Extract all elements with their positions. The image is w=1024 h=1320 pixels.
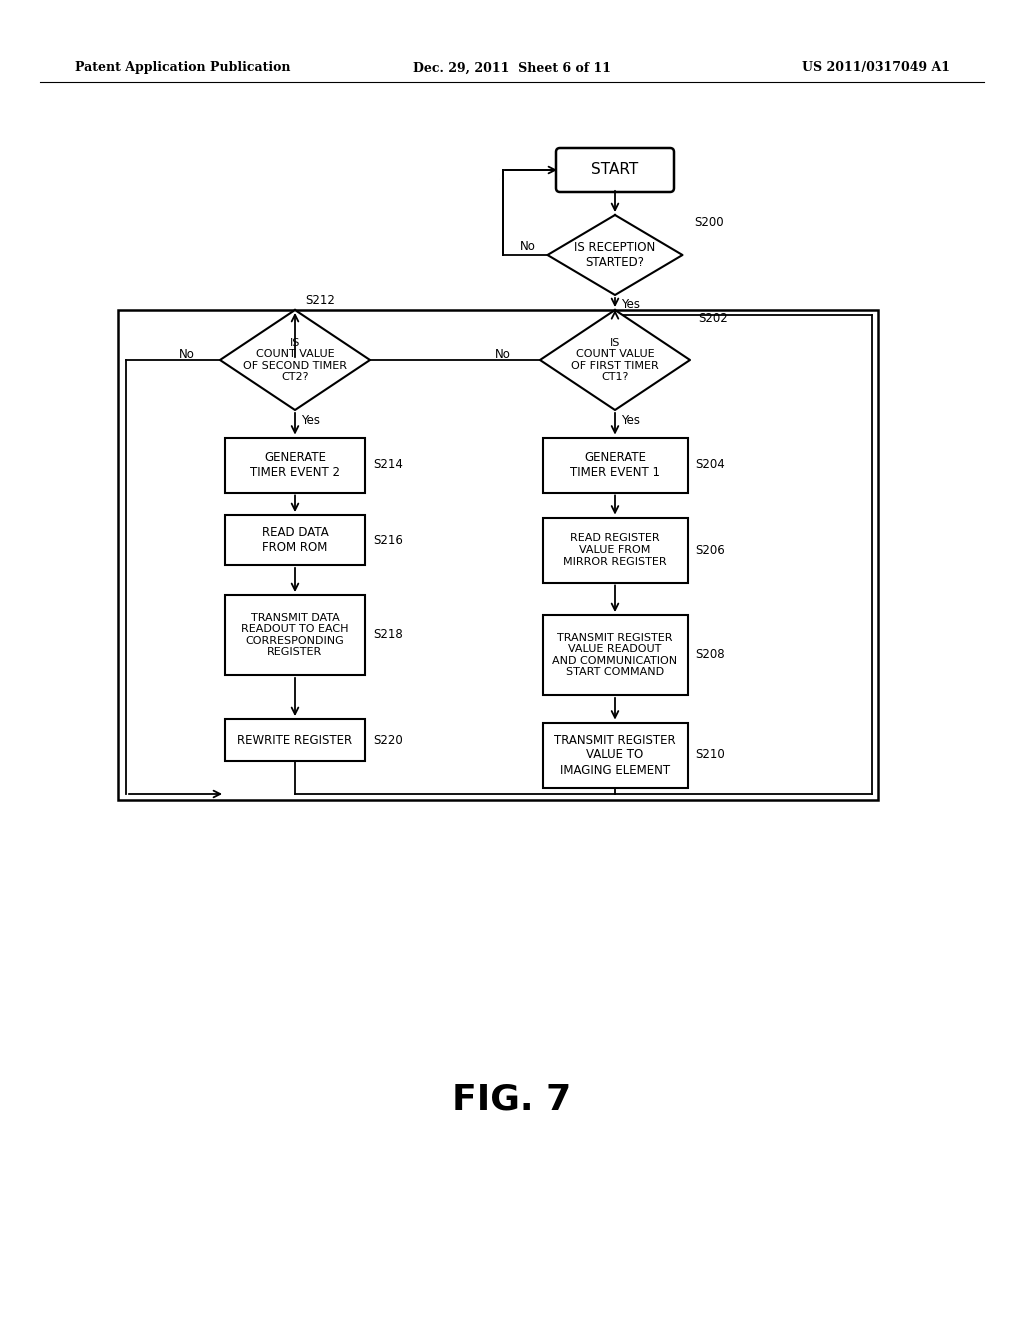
Text: TRANSMIT REGISTER
VALUE TO
IMAGING ELEMENT: TRANSMIT REGISTER VALUE TO IMAGING ELEME… — [554, 734, 676, 776]
Text: Yes: Yes — [621, 413, 640, 426]
Text: S204: S204 — [695, 458, 725, 471]
Text: No: No — [519, 240, 536, 253]
Bar — [543, 722, 687, 788]
Text: US 2011/0317049 A1: US 2011/0317049 A1 — [802, 62, 950, 74]
Text: S208: S208 — [695, 648, 725, 661]
Bar — [543, 517, 687, 582]
Text: READ DATA
FROM ROM: READ DATA FROM ROM — [261, 525, 329, 554]
Bar — [225, 595, 365, 675]
Bar — [543, 615, 687, 696]
Text: S202: S202 — [698, 312, 728, 325]
Bar — [543, 437, 687, 492]
Text: S216: S216 — [373, 533, 402, 546]
Text: REWRITE REGISTER: REWRITE REGISTER — [238, 734, 352, 747]
Text: No: No — [179, 348, 195, 362]
Text: GENERATE
TIMER EVENT 1: GENERATE TIMER EVENT 1 — [570, 451, 660, 479]
Text: S210: S210 — [695, 748, 725, 762]
Bar — [118, 310, 878, 800]
Text: TRANSMIT REGISTER
VALUE READOUT
AND COMMUNICATION
START COMMAND: TRANSMIT REGISTER VALUE READOUT AND COMM… — [552, 632, 678, 677]
Polygon shape — [220, 310, 370, 411]
Text: Yes: Yes — [301, 413, 319, 426]
Bar — [225, 719, 365, 762]
Polygon shape — [548, 215, 683, 294]
Text: S218: S218 — [373, 628, 402, 642]
Text: S220: S220 — [373, 734, 402, 747]
Text: FIG. 7: FIG. 7 — [453, 1082, 571, 1117]
Text: S200: S200 — [694, 216, 724, 230]
Text: START: START — [592, 162, 639, 177]
Text: IS RECEPTION
STARTED?: IS RECEPTION STARTED? — [574, 242, 655, 269]
Text: S214: S214 — [373, 458, 402, 471]
Text: READ REGISTER
VALUE FROM
MIRROR REGISTER: READ REGISTER VALUE FROM MIRROR REGISTER — [563, 533, 667, 566]
Text: S206: S206 — [695, 544, 725, 557]
Text: Yes: Yes — [621, 298, 640, 312]
Text: GENERATE
TIMER EVENT 2: GENERATE TIMER EVENT 2 — [250, 451, 340, 479]
Text: No: No — [495, 348, 511, 362]
Bar — [225, 437, 365, 492]
Text: Patent Application Publication: Patent Application Publication — [75, 62, 291, 74]
Polygon shape — [540, 310, 690, 411]
Bar — [225, 515, 365, 565]
Text: S212: S212 — [305, 293, 335, 306]
Text: Dec. 29, 2011  Sheet 6 of 11: Dec. 29, 2011 Sheet 6 of 11 — [413, 62, 611, 74]
Text: TRANSMIT DATA
READOUT TO EACH
CORRESPONDING
REGISTER: TRANSMIT DATA READOUT TO EACH CORRESPOND… — [242, 612, 349, 657]
Text: IS
COUNT VALUE
OF SECOND TIMER
CT2?: IS COUNT VALUE OF SECOND TIMER CT2? — [243, 338, 347, 383]
FancyBboxPatch shape — [556, 148, 674, 191]
Text: IS
COUNT VALUE
OF FIRST TIMER
CT1?: IS COUNT VALUE OF FIRST TIMER CT1? — [571, 338, 658, 383]
